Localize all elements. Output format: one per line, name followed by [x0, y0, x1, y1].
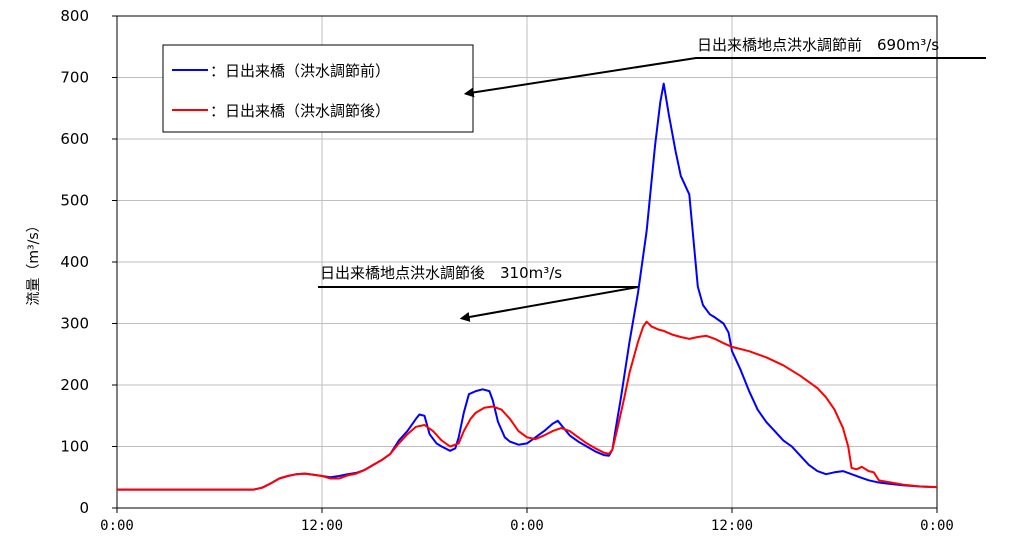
annotation-label-before: 日出来橋地点洪水調節前 690m³/s: [697, 36, 939, 54]
legend: ：日出来橋（洪水調節前） ：日出来橋（洪水調節後）: [162, 44, 474, 133]
y-tick-label: 400: [60, 253, 89, 271]
x-tick-label: 0:00: [510, 518, 544, 534]
y-axis-label: 流量（m³/s）: [26, 218, 42, 305]
annotation-label-after: 日出来橋地点洪水調節後 310m³/s: [320, 264, 562, 282]
legend-label: ：日出来橋（洪水調節前）: [210, 62, 390, 80]
y-tick-label: 200: [60, 376, 89, 394]
x-tick-label: 12:00: [711, 518, 753, 534]
annotation-arrow-after: [318, 286, 639, 322]
y-tick-label: 500: [60, 192, 89, 210]
x-tick-label: 0:00: [920, 518, 954, 534]
y-tick-label: 100: [60, 438, 89, 456]
series-line: [117, 320, 938, 491]
y-tick-label: 300: [60, 315, 89, 333]
x-tick-label: 12:00: [301, 518, 343, 534]
series-group: [117, 82, 938, 491]
legend-label: ：日出来橋（洪水調節後）: [210, 102, 390, 120]
y-axis: 0 100 200 300 400 500 600 700 800: [60, 7, 117, 517]
y-tick-label: 700: [60, 69, 89, 87]
y-tick-label: 800: [60, 7, 89, 25]
legend-box: [162, 44, 474, 133]
y-tick-label: 600: [60, 130, 89, 148]
y-tick-label: 0: [79, 499, 89, 517]
annotation-arrow-before: [463, 57, 986, 98]
x-axis: 0:00 12:00 0:00 12:00 0:00: [100, 508, 954, 534]
annotations: 日出来橋地点洪水調節前 690m³/s 日出来橋地点洪水調節後 310m³/s: [318, 36, 986, 322]
x-tick-label: 0:00: [100, 518, 134, 534]
